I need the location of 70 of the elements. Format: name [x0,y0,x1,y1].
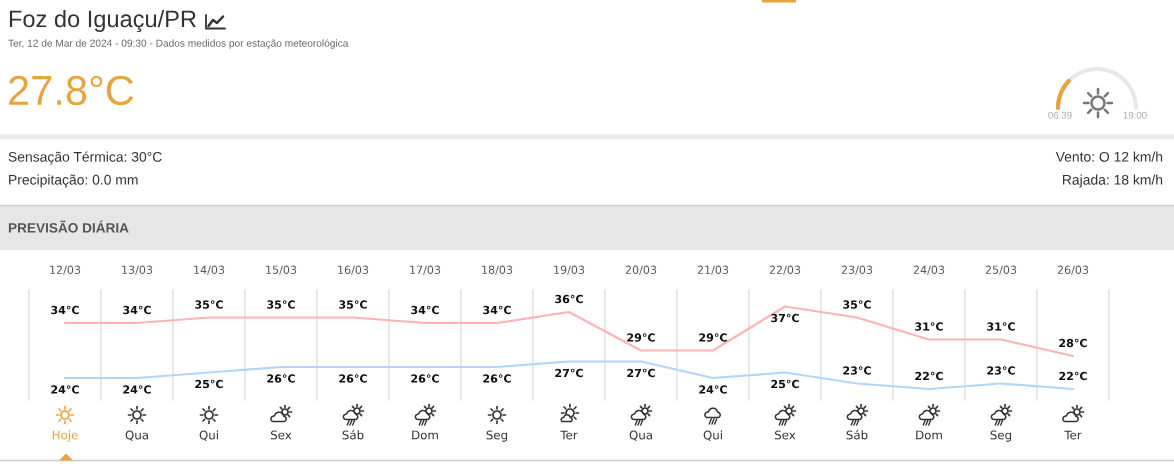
text: Sex [271,430,292,440]
data-label: 22°C [1059,371,1087,381]
x-tick-label: 13/03 [122,265,153,275]
text: Vento: O 12 km/h [1055,151,1163,162]
data-label: 35°C [195,300,223,309]
data-label: 35°C [843,300,871,309]
data-label: 34°C [483,305,511,315]
text: Qua [125,430,148,441]
data-label: 26°C [411,374,439,383]
data-label: 29°C [627,333,655,342]
x-tick-label: 18/03 [482,265,513,275]
data-label: 35°C [267,300,295,309]
text: Seg [486,430,508,442]
x-tick-label: 21/03 [697,265,729,275]
data-label: 37°C [771,313,799,323]
text: 06:39 [1048,111,1072,119]
text: Ter [560,430,578,440]
x-tick-label: 15/03 [266,265,297,275]
data-label: 23°C [843,366,871,375]
data-label: 34°C [411,305,439,315]
x-tick-label: 17/03 [410,265,441,275]
data-label: 27°C [627,368,655,378]
text: Ter [1064,430,1082,440]
text: Sex [775,430,796,440]
x-tick-label: 12/03 [50,265,81,275]
data-label: 24°C [699,385,727,394]
data-label: 26°C [267,374,295,383]
text: 27.8°C [9,75,134,106]
data-label: 29°C [699,333,727,342]
data-label: 24°C [51,385,79,394]
x-tick-label: 23/03 [841,265,873,275]
text: Dom [412,430,438,440]
data-label: 25°C [195,379,223,389]
data-label: 27°C [555,368,583,378]
x-tick-label: 24/03 [913,265,945,275]
data-label: 34°C [123,305,151,315]
text: Seg [990,430,1012,442]
data-label: 26°C [483,374,511,383]
text: Sáb [846,429,868,440]
data-label: 31°C [915,322,943,331]
text: Sensação Térmica: 30°C [8,151,162,165]
text: Qui [199,430,218,441]
x-tick-label: 26/03 [1057,265,1089,275]
x-tick-label: 22/03 [769,265,801,275]
data-label: 23°C [987,366,1015,375]
x-tick-label: 16/03 [338,265,369,275]
data-label: 36°C [555,294,583,304]
data-label: 28°C [1059,338,1087,348]
data-label: 26°C [339,374,367,383]
text: Dom [916,430,942,440]
data-label: 24°C [123,385,151,394]
data-label: 22°C [915,371,943,381]
x-tick-label: 20/03 [625,265,657,275]
text: Qui [703,430,722,441]
text: Precipitação: 0.0 mm [9,174,138,188]
text: Hoje [52,430,78,442]
data-label: 31°C [987,322,1015,331]
chart-subtitle: Ter, 12 de Mar de 2024 - 09:30 - Dados medidos por estação meteorológica [8,39,349,49]
text: Rajada: 18 km/h [1063,174,1163,188]
x-tick-label: 14/03 [194,265,225,275]
text: Qua [629,430,652,441]
x-tick-label: 19/03 [554,265,585,275]
text: PREVISÃO DIÁRIA [8,220,129,233]
text: Sáb [342,429,364,440]
data-label: 25°C [771,379,799,389]
text: 19:00 [1123,111,1147,119]
data-label: 34°C [51,305,79,315]
chart-title: Foz do Iguaçu/PR [9,9,196,33]
data-label: 35°C [339,300,367,309]
x-tick-label: 25/03 [985,265,1017,275]
